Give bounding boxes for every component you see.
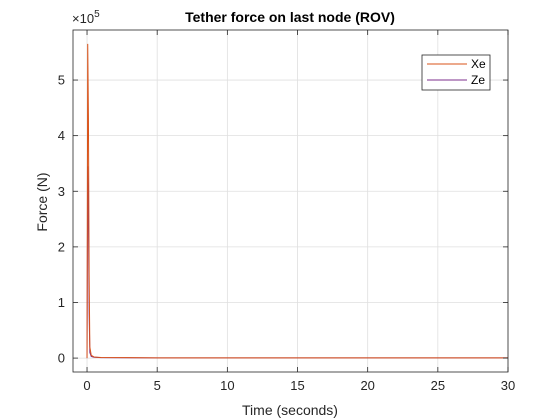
y-tick-label: 1 [58,295,65,310]
x-tick-label: 20 [360,378,374,393]
series-line-xe [86,43,508,359]
x-tick-label: 5 [154,378,161,393]
x-tick-label: 25 [431,378,445,393]
chart-title: Tether force on last node (ROV) [185,9,395,25]
axes-box [72,29,509,373]
x-tick-label: 10 [220,378,234,393]
y-tick-label: 3 [58,184,65,199]
y-exponent-base: ×10 [72,11,94,26]
y-tick-label: 0 [58,351,65,366]
legend-box [421,54,491,91]
x-axis-label: Time (seconds) [242,402,338,418]
x-tick-label: 0 [83,378,90,393]
y-exponent-power: 5 [94,9,100,20]
y-exponent-label: ×105 [72,9,100,26]
legend: Xe Ze [421,54,491,91]
y-tick-labels: 0 1 2 3 4 5 [58,73,65,366]
x-tick-label: 30 [501,378,515,393]
y-tick-label: 4 [58,128,65,143]
y-tick-label: 5 [58,73,65,88]
plot-area [86,43,508,359]
legend-label-ze: Ze [471,73,485,87]
x-tick-labels: 0 5 10 15 20 25 30 [83,378,515,393]
y-axis-label: Force (N) [34,172,50,231]
x-tick-label: 15 [290,378,304,393]
y-tick-label: 2 [58,239,65,254]
axis-ticks [73,30,509,372]
legend-label-xe: Xe [471,57,486,71]
